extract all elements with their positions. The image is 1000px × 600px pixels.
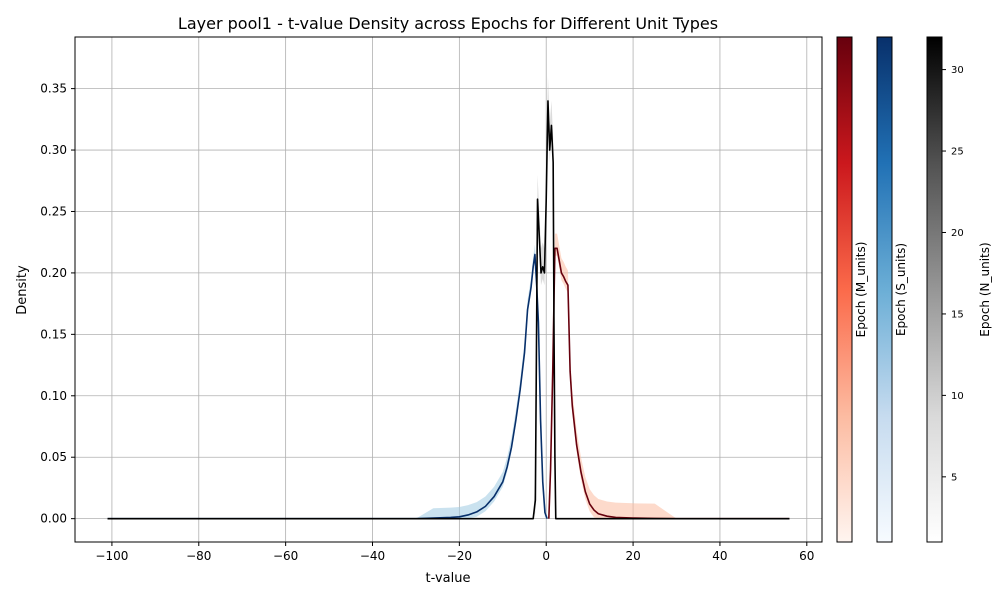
colorbar-2 — [926, 36, 943, 543]
x-tick-label: −100 — [95, 549, 128, 563]
y-tick-label: 0.35 — [40, 82, 67, 96]
y-tick-label: 0.30 — [40, 143, 67, 157]
colorbar-tick-label: 20 — [951, 228, 964, 239]
line-N_units — [107, 100, 790, 520]
colorbar-label: Epoch (M_units) — [854, 242, 868, 338]
colorbar-tick-label: 5 — [951, 472, 957, 483]
band-S_units — [107, 244, 548, 519]
colorbars: Epoch (M_units) Epoch (S_units) Epoch (N_u… — [836, 36, 992, 543]
y-tick-label: 0.20 — [40, 266, 67, 280]
colorbar-0 — [836, 36, 853, 543]
band-N_units — [107, 76, 790, 519]
x-tick-label: −20 — [447, 549, 472, 563]
chart-title: Layer pool1 - t-value Density across Epo… — [178, 14, 718, 33]
y-tick-label: 0.00 — [40, 512, 67, 526]
y-tick-label: 0.10 — [40, 389, 67, 403]
x-axis-label: t-value — [426, 571, 471, 586]
x-tick-label: 40 — [712, 549, 727, 563]
x-axis-ticks: −100 −80 −60 −40 −20 0 20 40 60 — [95, 542, 814, 563]
colorbar-label: Epoch (S_units) — [894, 243, 908, 336]
colorbar-label: Epoch (N_units) — [978, 242, 992, 336]
confidence-bands — [107, 76, 790, 519]
x-tick-label: 0 — [542, 549, 550, 563]
series-lines — [107, 100, 790, 520]
colorbar-tick-label: 15 — [951, 309, 964, 320]
y-axis-label: Density — [15, 265, 30, 315]
x-tick-label: 20 — [625, 549, 640, 563]
gridlines — [75, 37, 822, 542]
y-tick-label: 0.25 — [40, 204, 67, 218]
band-M_units — [548, 233, 790, 519]
colorbar-tick-label: 25 — [951, 147, 964, 158]
colorbar-tick-label: 30 — [951, 65, 964, 76]
line-M_units — [548, 247, 790, 520]
plot-frame — [74, 36, 823, 543]
x-tick-label: 60 — [799, 549, 814, 563]
y-tick-label: 0.15 — [40, 327, 67, 341]
x-tick-label: −60 — [273, 549, 298, 563]
y-tick-label: 0.05 — [40, 450, 67, 464]
x-tick-label: −80 — [186, 549, 211, 563]
x-tick-label: −40 — [360, 549, 385, 563]
colorbar-tick-label: 10 — [951, 391, 964, 402]
colorbar-1 — [876, 36, 893, 543]
y-axis-ticks: 0.00 0.05 0.10 0.15 0.20 0.25 0.30 0.35 — [40, 82, 75, 526]
line-S_units — [107, 253, 548, 520]
